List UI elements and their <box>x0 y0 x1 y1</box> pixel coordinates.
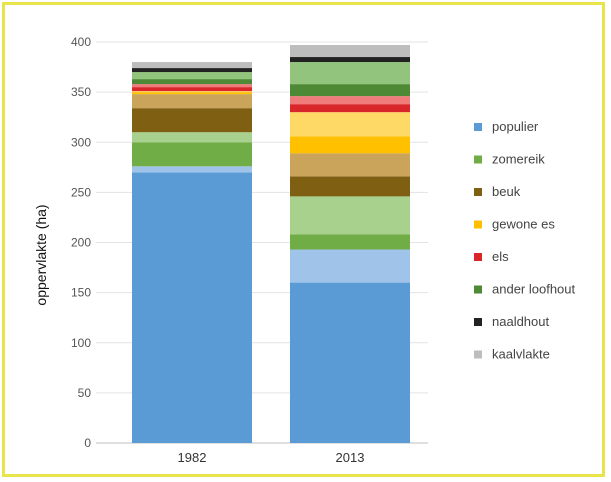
legend-swatch <box>474 285 482 294</box>
bar-segment <box>132 166 252 173</box>
y-tick-label: 100 <box>71 336 91 350</box>
legend-swatch <box>474 123 482 131</box>
legend-swatch <box>474 253 482 261</box>
legend-swatch <box>474 188 482 196</box>
legend-swatch <box>474 155 482 164</box>
bar-segment <box>290 112 410 137</box>
y-tick-label: 250 <box>71 185 91 199</box>
bar-segment-gewone-es <box>132 92 252 95</box>
bar-segment-els <box>290 104 410 113</box>
bar-segment-zomereik <box>132 142 252 167</box>
bar-segment <box>290 249 410 283</box>
bar-segment-populier <box>132 172 252 443</box>
y-tick-label: 200 <box>71 236 91 250</box>
legend: populier zomereik beuk gewone es els ander lo… <box>474 119 576 362</box>
legend-swatch <box>474 220 482 229</box>
bar-segment-naaldhout <box>290 57 410 63</box>
bar-segment-kaalvlakte <box>290 45 410 58</box>
bar-segment <box>132 94 252 109</box>
legend-label: gewone es <box>492 217 555 232</box>
y-axis-ticks: 0 50 100 150 200 250 300 350 400 <box>71 35 91 450</box>
bar-segment <box>132 91 252 93</box>
legend-label: ander loofhout <box>492 282 576 297</box>
legend-label: zomereik <box>492 152 545 167</box>
legend-label: kaalvlakte <box>492 347 550 362</box>
y-axis-title: oppervlakte (ha) <box>33 204 49 305</box>
y-tick-label: 300 <box>71 135 91 149</box>
bar-segment <box>132 132 252 143</box>
bar-segment-ander-loofhout <box>132 79 252 85</box>
legend-label: naaldhout <box>492 314 549 329</box>
bar-segment-zomereik <box>290 234 410 250</box>
x-tick-label: 1982 <box>178 450 207 465</box>
x-tick-label: 2013 <box>336 450 365 465</box>
bar-segment-populier <box>290 282 410 443</box>
bar-segment-beuk <box>132 108 252 133</box>
y-tick-label: 0 <box>84 436 91 450</box>
legend-label: beuk <box>492 184 521 199</box>
y-tick-label: 350 <box>71 85 91 99</box>
legend-label: populier <box>492 119 539 134</box>
legend-swatch <box>474 318 482 326</box>
bar-segment <box>290 196 410 235</box>
y-tick-label: 50 <box>78 386 92 400</box>
bar-segment <box>132 84 252 88</box>
bar-segment <box>290 62 410 85</box>
y-tick-label: 400 <box>71 35 91 49</box>
x-axis-ticks: 1982 2013 <box>178 450 365 465</box>
legend-swatch <box>474 350 482 359</box>
bar-segment-naaldhout <box>132 68 252 73</box>
bar-segment-gewone-es <box>290 136 410 154</box>
bar-segment <box>290 96 410 105</box>
bar-segment <box>132 72 252 80</box>
bar-segment-els <box>132 87 252 92</box>
bar-layer <box>132 45 410 443</box>
bar-segment-beuk <box>290 176 410 197</box>
y-tick-label: 150 <box>71 286 91 300</box>
bar-segment <box>290 153 410 177</box>
bar-segment-kaalvlakte <box>132 62 252 69</box>
bar-segment-ander-loofhout <box>290 84 410 97</box>
legend-label: els <box>492 249 509 264</box>
